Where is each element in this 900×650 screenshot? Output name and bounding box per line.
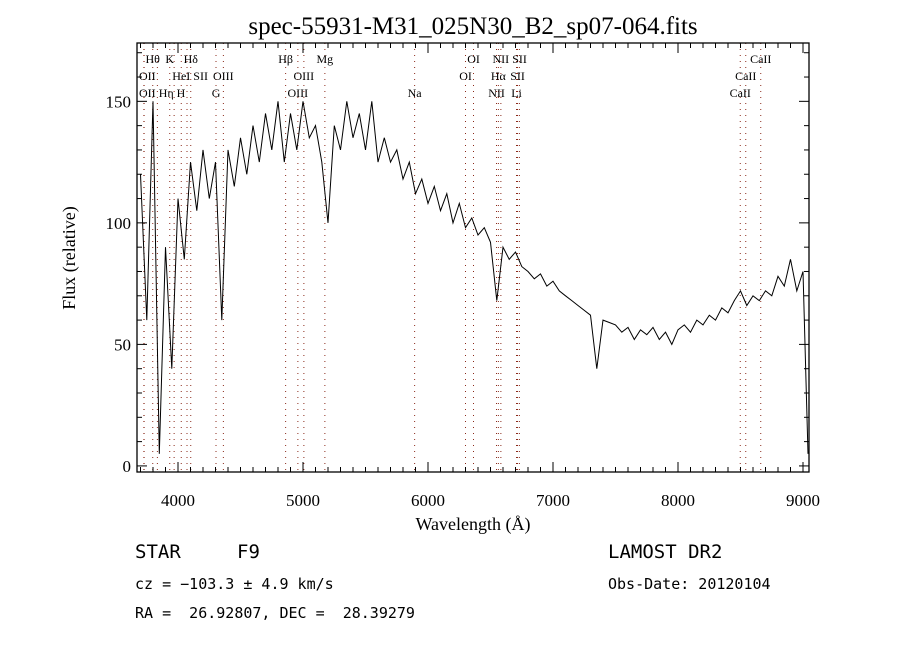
line-marker-label: CaII <box>750 52 771 66</box>
y-tick-label: 50 <box>114 335 131 354</box>
plot-frame <box>136 42 810 473</box>
line-marker-label: OI <box>467 52 480 66</box>
line-marker-label: Mg <box>317 52 334 66</box>
survey-name: LAMOST DR2 <box>608 541 723 563</box>
x-tick-label: 5000 <box>286 491 320 510</box>
chart-title: spec-55931-M31_025N30_B2_sp07-064.fits <box>248 13 697 40</box>
line-marker-label: OIII <box>213 69 234 83</box>
redshift-cz: cz = −103.3 ± 4.9 km/s <box>135 575 334 593</box>
x-axis-label: Wavelength (Å) <box>415 514 530 535</box>
line-marker-label: Hδ <box>184 52 199 66</box>
x-tick-label: 4000 <box>161 491 195 510</box>
line-marker-label: Hα <box>491 69 507 83</box>
line-marker-label: SII <box>512 52 527 66</box>
line-marker-label: H <box>177 86 186 100</box>
obs-date: Obs-Date: 20120104 <box>608 575 771 593</box>
line-marker-label: OII <box>139 86 156 100</box>
line-marker-label: OIII <box>294 69 315 83</box>
axis-ticks: 4000 5000 6000 7000 8000 9000 0 50 100 150 <box>106 43 820 510</box>
line-marker-label: OIII <box>288 86 309 100</box>
x-tick-label: 6000 <box>411 491 445 510</box>
line-marker-label: Li <box>511 86 522 100</box>
line-marker-label: Hθ <box>146 52 161 66</box>
line-marker-label: K <box>165 52 174 66</box>
y-tick-label: 100 <box>106 214 132 233</box>
line-marker-label: HeI <box>172 69 190 83</box>
y-tick-label: 150 <box>106 92 132 111</box>
y-axis-label: Flux (relative) <box>59 206 80 309</box>
x-tick-label: 8000 <box>661 491 695 510</box>
line-marker-label: Hβ <box>278 52 293 66</box>
line-marker-label: SII <box>193 69 208 83</box>
object-class: STAR <box>135 541 181 563</box>
subclass: F9 <box>237 541 260 563</box>
line-marker-label: G <box>212 86 221 100</box>
y-tick-label: 0 <box>123 457 132 476</box>
line-marker-label: CaII <box>730 86 751 100</box>
line-marker-label: OII <box>139 69 156 83</box>
x-tick-label: 9000 <box>786 491 820 510</box>
line-marker-label: Na <box>408 86 423 100</box>
line-marker-label: OI <box>459 69 472 83</box>
line-marker-label: NII <box>493 52 510 66</box>
line-marker-label: CaII <box>735 69 756 83</box>
line-marker-label: SII <box>510 69 525 83</box>
spectrum-line <box>140 101 809 454</box>
line-marker-label: NII <box>488 86 505 100</box>
coordinates: RA = 26.92807, DEC = 28.39279 <box>135 604 415 622</box>
x-tick-label: 7000 <box>536 491 570 510</box>
line-marker-label: Hη <box>159 86 174 100</box>
